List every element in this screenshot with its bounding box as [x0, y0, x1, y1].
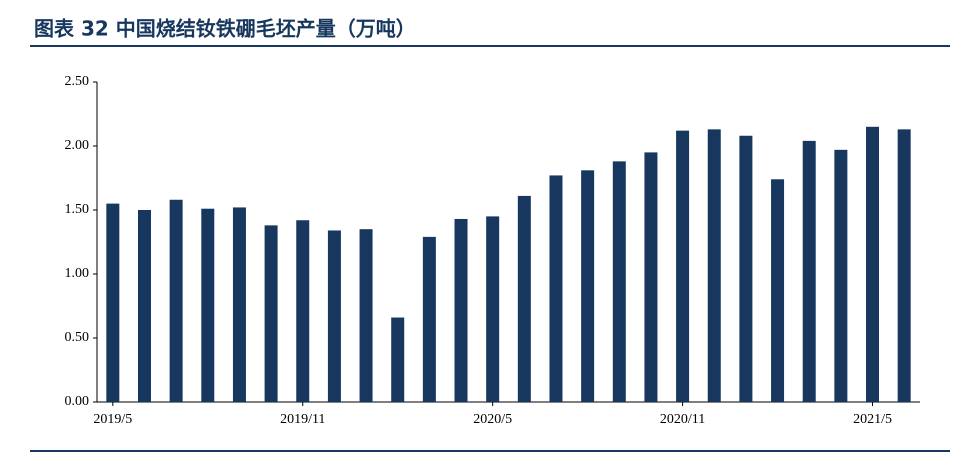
bar: [327, 230, 341, 402]
bar: [676, 130, 690, 402]
y-tick-label: 0.50: [65, 330, 90, 345]
x-tick-label: 2019/5: [93, 412, 132, 427]
bar: [486, 216, 500, 402]
bar: [391, 317, 405, 402]
bar: [169, 199, 183, 402]
y-tick-label: 1.00: [65, 266, 90, 281]
x-tick-label: 2019/11: [280, 412, 325, 427]
bar: [454, 218, 468, 402]
bar: [866, 126, 880, 403]
bar: [644, 152, 658, 402]
bar: [549, 175, 563, 402]
bar: [359, 229, 373, 402]
bar: [137, 210, 151, 402]
bar: [581, 170, 595, 402]
bar: [739, 135, 753, 402]
bar: [771, 179, 785, 402]
bar: [264, 225, 278, 402]
bar: [422, 236, 436, 402]
x-tick-label: 2020/11: [660, 412, 705, 427]
bar: [834, 149, 848, 402]
bar: [232, 207, 246, 402]
bar: [106, 203, 120, 402]
y-tick-label: 2.50: [65, 74, 90, 89]
bar: [707, 129, 721, 403]
bar: [897, 129, 911, 403]
chart-title: 图表 32 中国烧结钕铁硼毛坯产量（万吨）: [34, 17, 416, 41]
bar: [296, 220, 310, 402]
bar: [517, 195, 531, 402]
x-tick-label: 2020/5: [473, 412, 512, 427]
y-tick-label: 0.00: [65, 394, 90, 409]
x-tick-label: 2021/5: [853, 412, 892, 427]
bar: [201, 208, 215, 402]
bar: [612, 161, 626, 402]
y-tick-label: 1.50: [65, 202, 90, 217]
bar: [802, 140, 816, 402]
y-tick-label: 2.00: [65, 138, 90, 153]
